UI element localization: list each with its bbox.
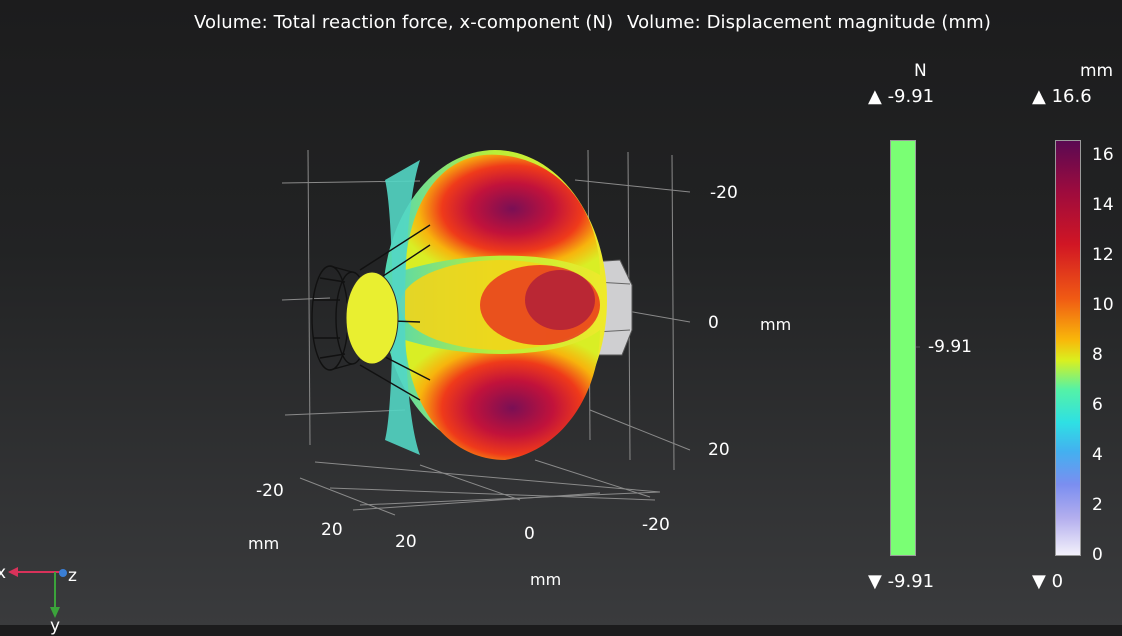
- cylinder-face: [345, 271, 399, 365]
- deformed-body: [383, 150, 607, 460]
- plot-title: Volume: Total reaction force, x-componen…: [0, 12, 1122, 33]
- disp-legend-max: ▲ 16.6: [1032, 86, 1092, 107]
- tick-bl-1: 20: [321, 520, 343, 540]
- tick-bottom-0: 20: [395, 532, 417, 552]
- disp-tick-0: 0: [1092, 545, 1103, 565]
- tick-right-1: 0: [708, 313, 719, 333]
- disp-tick-2: 2: [1092, 495, 1103, 515]
- disp-color-bar: [1055, 140, 1081, 556]
- disp-tick-10: 10: [1092, 295, 1114, 315]
- disp-tick-14: 14: [1092, 195, 1114, 215]
- force-legend-min: ▼ -9.91: [868, 571, 935, 592]
- tick-bl-0: -20: [256, 481, 284, 501]
- tick-right-2: 20: [708, 440, 730, 460]
- disp-tick-8: 8: [1092, 345, 1103, 365]
- triad-z-label: z: [68, 566, 77, 586]
- disp-tick-4: 4: [1092, 445, 1103, 465]
- tick-bottom-1: 0: [524, 524, 535, 544]
- triad-y-label: y: [50, 616, 61, 636]
- tick-bottom-2: -20: [642, 515, 670, 535]
- title-force: Volume: Total reaction force, x-componen…: [194, 12, 614, 33]
- force-legend-center: -9.91: [928, 337, 972, 357]
- disp-tick-16: 16: [1092, 145, 1114, 165]
- force-color-bar: [890, 140, 916, 556]
- disp-tick-12: 12: [1092, 245, 1114, 265]
- disp-legend-unit: mm: [1080, 61, 1114, 81]
- triad-x-label: x: [0, 563, 7, 583]
- axis-triad: [8, 567, 67, 618]
- force-legend-unit: N: [914, 61, 927, 81]
- disp-legend-min: ▼ 0: [1032, 571, 1064, 592]
- tick-right-0: -20: [710, 183, 738, 203]
- unit-bottom: mm: [530, 570, 562, 589]
- unit-bottom-left: mm: [248, 534, 280, 553]
- grid-lines: [281, 149, 691, 516]
- disp-tick-6: 6: [1092, 395, 1103, 415]
- unit-right: mm: [760, 315, 792, 334]
- title-displacement: Volume: Displacement magnitude (mm): [627, 12, 991, 33]
- force-legend-max: ▲ -9.91: [868, 86, 935, 107]
